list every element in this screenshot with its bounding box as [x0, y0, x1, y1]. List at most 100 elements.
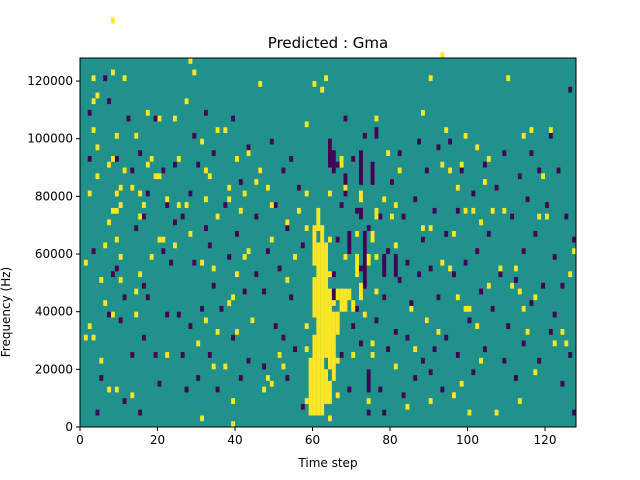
heatmap-cell-low: [153, 352, 158, 358]
heatmap-cell-high: [157, 115, 162, 122]
heatmap-cell-low: [355, 207, 360, 214]
heatmap-cell-high: [428, 398, 433, 404]
heatmap-cell-high: [165, 196, 170, 203]
heatmap-cell-high: [83, 259, 88, 266]
heatmap-cell-high: [525, 328, 530, 335]
heatmap-cell-low: [335, 161, 340, 168]
heatmap-cell-high: [355, 254, 360, 278]
heatmap-cell-low: [382, 254, 387, 278]
heatmap-cell-high: [572, 248, 577, 255]
heatmap-cell-high: [184, 202, 189, 208]
heatmap-cell-low: [204, 225, 208, 231]
heatmap-cell-low: [560, 380, 565, 387]
heatmap-cell-high: [211, 363, 216, 370]
heatmap-cell-low: [359, 265, 363, 272]
heatmap-cell-high: [541, 173, 546, 180]
heatmap-cell-high: [173, 242, 177, 249]
heatmap-cell-low: [165, 311, 170, 318]
heatmap-cell-low: [483, 161, 487, 168]
heatmap-cell-high: [463, 305, 468, 312]
heatmap-cell-high: [393, 363, 398, 370]
heatmap-cell-high: [118, 277, 123, 283]
heatmap-cell-low: [397, 277, 402, 283]
heatmap-cell-high: [223, 363, 228, 370]
heatmap-cell-high: [91, 75, 96, 82]
heatmap-cell-low: [428, 265, 433, 272]
heatmap-cell-high: [111, 207, 115, 214]
heatmap-cell-high: [258, 167, 263, 174]
heatmap-cell-low: [494, 184, 499, 191]
heatmap-cell-high: [324, 369, 329, 404]
heatmap-cell-high: [215, 127, 220, 133]
heatmap-cell-low: [246, 144, 251, 151]
heatmap-cell-high: [134, 132, 139, 139]
heatmap-cell-high: [455, 184, 460, 191]
heatmap-cell-high: [459, 161, 464, 168]
heatmap-cell-high: [494, 409, 499, 416]
heatmap-cell-high: [149, 156, 154, 162]
heatmap-cell-low: [99, 375, 104, 381]
heatmap-cell-low: [374, 317, 379, 324]
heatmap-cell-high: [483, 179, 487, 185]
heatmap-cell-high: [188, 58, 193, 64]
heatmap-cell-high: [91, 127, 96, 133]
heatmap-cell-high: [262, 386, 267, 393]
heatmap-cell-low: [157, 380, 162, 387]
heatmap-cell-high: [111, 17, 115, 24]
heatmap-cell-low: [417, 271, 422, 278]
heatmap-cell-high: [184, 98, 189, 105]
heatmap-cell-high: [467, 409, 472, 416]
heatmap-cell-high: [335, 288, 340, 301]
heatmap-cell-low: [95, 409, 100, 416]
heatmap-cell-high: [335, 311, 340, 335]
y-tick-label: 120000: [27, 74, 73, 88]
heatmap-cell-high: [413, 346, 418, 353]
heatmap-cell-low: [196, 375, 201, 381]
heatmap-cell-high: [374, 115, 379, 122]
heatmap-cell-low: [114, 156, 119, 162]
heatmap-cell-high: [238, 207, 243, 214]
heatmap-cell-high: [277, 352, 282, 358]
heatmap-cell-low: [300, 403, 305, 410]
heatmap-cell-high: [409, 305, 414, 312]
heatmap-cell-low: [572, 236, 577, 243]
heatmap-cell-high: [359, 282, 363, 301]
heatmap-cell-high: [103, 242, 108, 249]
heatmap-cell-high: [324, 75, 329, 82]
heatmap-cell-high: [87, 323, 92, 329]
heatmap-cell-high: [498, 265, 503, 272]
heatmap-cell-high: [196, 340, 201, 347]
heatmap-cell-low: [273, 323, 278, 329]
heatmap-cell-high: [316, 242, 321, 416]
heatmap-cell-low: [246, 357, 251, 364]
heatmap-cell-low: [552, 254, 557, 260]
heatmap-cell-low: [269, 138, 274, 145]
y-tick-label: 80000: [35, 189, 73, 203]
heatmap-cell-high: [506, 75, 511, 82]
plot-frame: [79, 57, 577, 428]
heatmap-cell-high: [153, 173, 158, 180]
heatmap-cell-low: [211, 282, 216, 289]
heatmap-cell-high: [250, 317, 255, 324]
heatmap-cell-high: [227, 196, 232, 203]
heatmap-cell-high: [285, 219, 290, 226]
heatmap-cell-high: [328, 380, 332, 404]
heatmap-cell-high: [374, 207, 379, 220]
heatmap-cell-low: [548, 328, 553, 335]
heatmap-cell-high: [145, 109, 150, 116]
heatmap-cell-high: [145, 161, 150, 168]
heatmap-cell-low: [490, 305, 495, 312]
heatmap-cell-low: [347, 386, 352, 393]
heatmap-cell-low: [432, 346, 437, 353]
heatmap-cell-high: [444, 127, 449, 133]
heatmap-cell-low: [386, 346, 391, 353]
heatmap-cell-low: [409, 300, 414, 306]
heatmap-cell-low: [335, 236, 340, 243]
heatmap-cell-low: [521, 340, 526, 347]
heatmap-cell-low: [537, 357, 542, 364]
heatmap-cell-high: [486, 282, 491, 289]
heatmap-cell-high: [386, 150, 391, 157]
heatmap-cell-low: [467, 317, 472, 324]
heatmap-cell-high: [405, 403, 410, 410]
heatmap-cell-high: [173, 115, 177, 122]
